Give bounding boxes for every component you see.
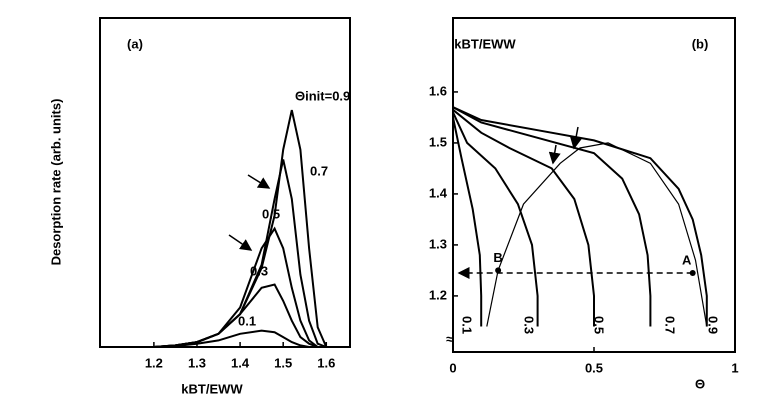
panel-label: (b) <box>692 36 709 51</box>
y-tick-label: 1.5 <box>429 134 447 149</box>
curve <box>452 117 483 327</box>
x-axis-label: Θ <box>695 376 705 391</box>
curve-label: 0.9 <box>706 316 721 334</box>
arrow <box>247 174 271 189</box>
curve-label: 0.1 <box>460 316 475 334</box>
curve-label: 0.3 <box>522 316 537 334</box>
axis-break: ≈ <box>446 331 453 346</box>
x-tick-label: 0 <box>449 360 456 375</box>
arrow <box>228 234 253 251</box>
y-tick-label: 1.6 <box>429 83 447 98</box>
x-tick-label: 1.3 <box>188 355 206 370</box>
y-tick-label: 1.3 <box>429 236 447 251</box>
curve <box>153 283 327 348</box>
y-tick-label: 1.2 <box>429 287 447 302</box>
y-axis-label: kBT/EWW <box>454 36 516 51</box>
x-tick-label: 1.6 <box>317 355 335 370</box>
point-label: B <box>493 250 502 265</box>
curve-label: 0.7 <box>310 163 328 178</box>
arrow <box>548 144 561 165</box>
x-tick-label: 1 <box>731 360 738 375</box>
curve-label: 0.3 <box>250 263 268 278</box>
y-axis-label: Desorption rate (arb. units) <box>48 99 63 266</box>
curve <box>452 109 595 327</box>
point <box>495 267 502 274</box>
curve <box>486 142 708 327</box>
panel-label: (a) <box>127 36 143 51</box>
x-tick-label: 1.5 <box>274 355 292 370</box>
x-tick-label: 0.5 <box>585 360 603 375</box>
curve-label: 0.7 <box>663 316 678 334</box>
curve-label: 0.5 <box>262 206 280 221</box>
x-axis-label: kBT/EWW <box>181 381 243 396</box>
point-label: A <box>682 252 692 267</box>
curve-label: 0.5 <box>592 316 607 334</box>
curve <box>452 106 652 327</box>
curve-label: Θinit=0.9 <box>295 88 350 103</box>
curve-label: 0.1 <box>238 313 256 328</box>
y-tick-label: 1.4 <box>429 185 448 200</box>
curve <box>153 109 328 348</box>
curve <box>452 106 708 327</box>
plot-frame <box>99 17 351 348</box>
curve <box>153 329 327 348</box>
curve <box>153 226 327 348</box>
x-tick-label: 1.2 <box>145 355 163 370</box>
curve <box>452 111 539 327</box>
x-tick-label: 1.4 <box>231 355 250 370</box>
